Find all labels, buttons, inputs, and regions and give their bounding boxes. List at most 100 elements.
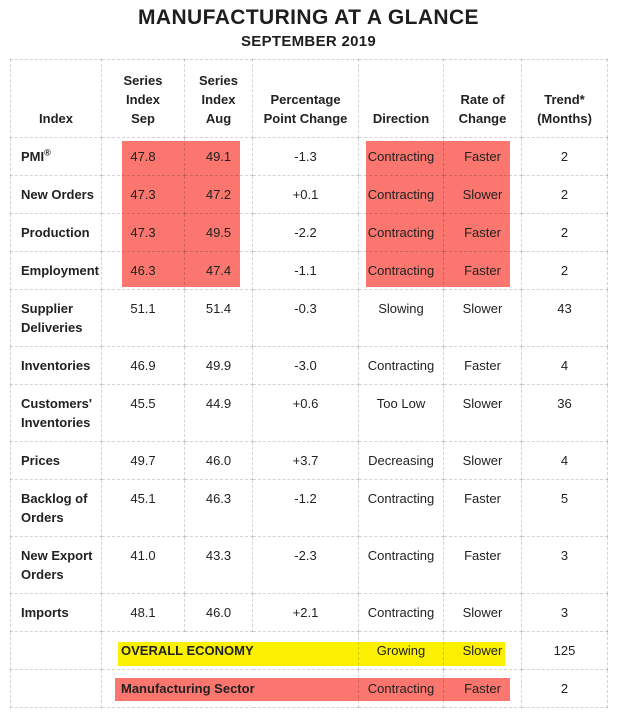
direction-cell: Contracting [358,593,444,632]
trend-cell: 3 [521,536,608,594]
trend-cell: 43 [521,289,608,347]
series-index-sep-cell: 45.5 [101,384,185,442]
index-cell: Production [10,213,102,252]
rate-of-change-cell: Faster [443,346,522,385]
direction-cell: Contracting [358,669,444,708]
direction-cell: Decreasing [358,441,444,480]
column-header: Trend* (Months) [521,59,608,138]
point-change-cell: -2.3 [252,536,359,594]
series-index-aug-cell: 47.4 [184,251,253,290]
trend-cell: 4 [521,346,608,385]
index-cell: Supplier Deliveries [10,289,102,347]
index-cell: New Orders [10,175,102,214]
page-title: MANUFACTURING AT A GLANCE [138,6,479,29]
table-row: New Orders 47.3 47.2 +0.1 Contracting Slower 2 [10,175,608,214]
direction-cell: Contracting [358,137,444,176]
table-row: PMI® 47.8 49.1 -1.3 Contracting Faster 2 [10,137,608,176]
rate-of-change-cell: Slower [443,441,522,480]
rate-of-change-cell: Faster [443,669,522,708]
trend-cell: 3 [521,593,608,632]
direction-cell: Contracting [358,479,444,537]
index-cell: PMI® [10,137,102,176]
column-header: Percentage Point Change [252,59,359,138]
direction-cell: Contracting [358,175,444,214]
table-row: Supplier Deliveries 51.1 51.4 -0.3 Slowing Sl… [10,289,608,347]
summary-row: OVERALL ECONOMY Growing Slower 125 [10,631,608,670]
header-row: Index Series Index Sep Series Index Aug Per… [10,59,608,138]
index-cell: Imports [10,593,102,632]
point-change-cell: +0.1 [252,175,359,214]
column-header: Series Index Sep [101,59,185,138]
glance-table-container: Index Series Index Sep Series Index Aug Per… [10,59,608,708]
rate-of-change-cell: Slower [443,289,522,347]
rate-of-change-cell: Faster [443,251,522,290]
point-change-cell: +3.7 [252,441,359,480]
series-index-aug-cell: 46.0 [184,441,253,480]
trend-cell: 2 [521,213,608,252]
trend-cell: 36 [521,384,608,442]
series-index-sep-cell: 51.1 [101,289,185,347]
column-header: Series Index Aug [184,59,253,138]
table-row: Production 47.3 49.5 -2.2 Contracting Faster 2 [10,213,608,252]
rate-of-change-cell: Faster [443,536,522,594]
table-row: Employment 46.3 47.4 -1.1 Contracting Faster 2 [10,251,608,290]
series-index-aug-cell: 49.9 [184,346,253,385]
series-index-sep-cell: 45.1 [101,479,185,537]
series-index-sep-cell: 46.9 [101,346,185,385]
point-change-cell: +2.1 [252,593,359,632]
table-row: Imports 48.1 46.0 +2.1 Contracting Slower 3 [10,593,608,632]
page-subtitle: SEPTEMBER 2019 [240,33,377,50]
series-index-sep-cell: 47.3 [101,175,185,214]
table-row: Backlog of Orders 45.1 46.3 -1.2 Contracting… [10,479,608,537]
trend-cell: 125 [521,631,608,670]
trend-cell: 5 [521,479,608,537]
trend-cell: 2 [521,669,608,708]
series-index-aug-cell: 47.2 [184,175,253,214]
trend-cell: 4 [521,441,608,480]
rate-of-change-cell: Faster [443,137,522,176]
summary-label: OVERALL ECONOMY [101,631,359,670]
series-index-aug-cell: 43.3 [184,536,253,594]
trend-cell: 2 [521,251,608,290]
rate-of-change-cell: Faster [443,213,522,252]
glance-table: Index Series Index Sep Series Index Aug Per… [10,59,608,708]
rate-of-change-cell: Slower [443,384,522,442]
direction-cell: Contracting [358,346,444,385]
direction-cell: Too Low [358,384,444,442]
trend-cell: 2 [521,137,608,176]
series-index-aug-cell: 44.9 [184,384,253,442]
table-row: Inventories 46.9 49.9 -3.0 Contracting Faster… [10,346,608,385]
series-index-aug-cell: 49.5 [184,213,253,252]
series-index-sep-cell: 49.7 [101,441,185,480]
index-cell: Prices [10,441,102,480]
point-change-cell: -2.2 [252,213,359,252]
summary-label: Manufacturing Sector [101,669,359,708]
direction-cell: Contracting [358,536,444,594]
series-index-aug-cell: 46.3 [184,479,253,537]
index-cell: Customers' Inventories [10,384,102,442]
rate-of-change-cell: Slower [443,593,522,632]
rate-of-change-cell: Slower [443,631,522,670]
series-index-sep-cell: 47.3 [101,213,185,252]
index-cell: Backlog of Orders [10,479,102,537]
point-change-cell: -0.3 [252,289,359,347]
summary-row: Manufacturing Sector Contracting Faster 2 [10,669,608,708]
series-index-sep-cell: 47.8 [101,137,185,176]
point-change-cell: -3.0 [252,346,359,385]
column-header: Direction [358,59,444,138]
index-cell: New Export Orders [10,536,102,594]
index-cell [10,669,102,708]
point-change-cell: -1.3 [252,137,359,176]
series-index-sep-cell: 48.1 [101,593,185,632]
series-index-sep-cell: 46.3 [101,251,185,290]
series-index-aug-cell: 46.0 [184,593,253,632]
series-index-aug-cell: 49.1 [184,137,253,176]
table-body: PMI® 47.8 49.1 -1.3 Contracting Faster 2 New Or… [10,137,608,708]
series-index-aug-cell: 51.4 [184,289,253,347]
index-cell: Inventories [10,346,102,385]
index-cell [10,631,102,670]
column-header: Index [10,59,102,138]
column-header: Rate of Change [443,59,522,138]
rate-of-change-cell: Faster [443,479,522,537]
